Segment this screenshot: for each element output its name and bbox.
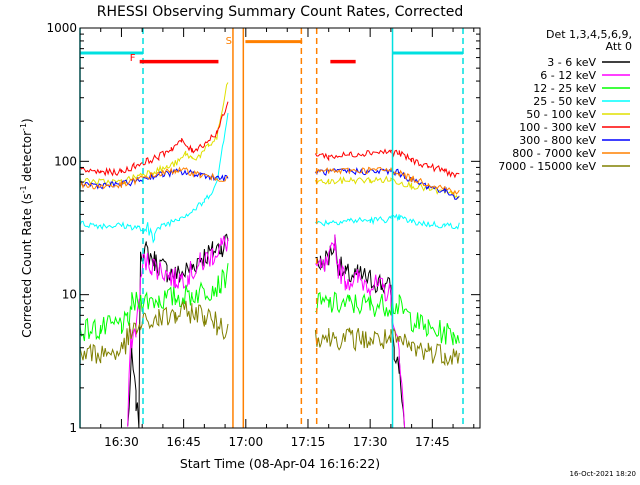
timestamp: 16-Oct-2021 18:20 [570,470,636,478]
legend-label-0: 3 - 6 keV [547,56,596,69]
x-tick-label: 16:30 [104,435,139,449]
series-line-3 [79,112,460,244]
legend-label-7: 800 - 7000 keV [512,147,596,160]
legend-label-6: 300 - 800 keV [519,134,596,147]
marker-label-f: F [130,53,136,64]
x-tick-label: 17:00 [229,435,264,449]
legend-label-8: 7000 - 15000 keV [498,160,596,173]
x-tick-label: 17:30 [353,435,388,449]
legend-label-3: 25 - 50 keV [533,95,596,108]
y-axis-title-superscript: -1 [19,123,28,131]
x-tick-label: 17:15 [291,435,326,449]
x-tick-label: 16:45 [166,435,201,449]
y-tick-label: 100 [54,154,77,168]
series-group [79,82,460,429]
y-axis-title-superscript: -1 [19,185,28,193]
series-line-2 [79,263,460,346]
y-tick-label: 10 [62,288,77,302]
legend-label-2: 12 - 25 keV [533,82,596,95]
series-line-8 [79,300,460,367]
y-axis-title: Corrected Count Rate (s-1 detector-1) [19,118,34,337]
y-axis-title-part: detector [20,131,34,186]
legend-header-line: Att 0 [606,40,632,53]
y-tick-label: 1 [69,421,77,435]
plot-border [79,27,481,429]
legend-header-line: Det 1,3,4,5,6,9, [546,28,632,41]
legend-label-1: 6 - 12 keV [540,69,596,82]
series-line-5 [79,101,460,179]
legend-label-5: 100 - 300 keV [519,121,596,134]
x-tick-label: 17:45 [415,435,450,449]
series-line-1 [127,234,406,429]
axes-group: 1 10 100 1000 16:30 16:45 17:00 17:15 17:30 17:45… [19,21,481,449]
chart-title: RHESSI Observing Summary Count Rates, Co… [97,4,463,20]
marker-label-s: S [226,36,232,47]
y-axis-title-part: ) [20,118,34,123]
y-tick-label: 1000 [46,21,77,35]
y-axis-title-part: Corrected Count Rate (s [20,193,34,337]
legend-label-4: 50 - 100 keV [526,108,596,121]
series-line-7 [79,166,460,196]
x-axis-title: Start Time (08-Apr-04 16:16:22) [180,456,380,471]
